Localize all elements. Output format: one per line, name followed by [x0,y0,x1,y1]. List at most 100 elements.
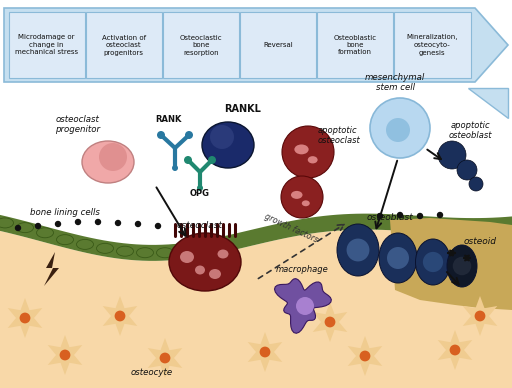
Polygon shape [438,330,473,370]
Circle shape [184,156,192,164]
Ellipse shape [202,122,254,168]
Circle shape [136,222,140,227]
Ellipse shape [209,269,221,279]
Text: Microdamage or
change in
mechanical stress: Microdamage or change in mechanical stre… [15,35,78,55]
Text: apoptotic
osteoclast: apoptotic osteoclast [318,126,361,145]
Circle shape [115,311,125,321]
Ellipse shape [379,233,417,283]
Circle shape [450,345,460,355]
Ellipse shape [218,249,228,258]
Ellipse shape [302,200,310,206]
Text: RANKL: RANKL [225,104,262,114]
FancyBboxPatch shape [9,12,84,78]
FancyBboxPatch shape [317,12,393,78]
Text: OPG: OPG [190,189,210,198]
Polygon shape [48,335,82,375]
Text: osteoid: osteoid [463,237,497,246]
Circle shape [185,131,193,139]
Text: osteocyte: osteocyte [131,368,173,377]
Ellipse shape [16,223,33,233]
FancyBboxPatch shape [240,12,316,78]
Text: osteoclast: osteoclast [177,221,223,230]
Ellipse shape [82,141,134,183]
Circle shape [325,317,335,327]
Circle shape [156,223,160,229]
Circle shape [59,350,71,360]
Polygon shape [147,338,182,378]
Circle shape [281,176,323,218]
Polygon shape [348,336,382,376]
Ellipse shape [177,246,194,256]
Polygon shape [463,296,497,336]
Ellipse shape [294,144,309,154]
Circle shape [260,346,270,357]
Ellipse shape [291,191,303,199]
Circle shape [172,165,178,171]
Circle shape [157,131,165,139]
Ellipse shape [447,245,477,287]
Circle shape [438,141,466,169]
Circle shape [397,213,402,218]
Text: macrophage: macrophage [275,265,328,274]
Circle shape [457,160,477,180]
Text: Osteoblastic
bone
formation: Osteoblastic bone formation [334,35,377,55]
Circle shape [453,257,471,275]
Polygon shape [274,279,331,333]
Circle shape [55,222,60,227]
Circle shape [197,185,203,191]
Ellipse shape [0,218,13,228]
Polygon shape [103,296,137,336]
Circle shape [19,313,30,324]
Text: Osteoclastic
bone
resorption: Osteoclastic bone resorption [180,35,222,55]
Polygon shape [8,298,42,338]
Ellipse shape [36,228,53,238]
Ellipse shape [76,239,94,249]
FancyBboxPatch shape [394,12,471,78]
Circle shape [116,220,120,225]
FancyBboxPatch shape [163,12,239,78]
Circle shape [35,223,40,229]
Text: osteoblast: osteoblast [367,213,413,222]
Text: Activation of
osteoclast
progenitors: Activation of osteoclast progenitors [102,35,146,55]
Polygon shape [390,218,512,310]
Circle shape [96,220,100,225]
Circle shape [475,311,485,321]
Ellipse shape [137,248,154,258]
Text: Mineralization,
osteocyto-
genesis: Mineralization, osteocyto- genesis [407,35,458,55]
Ellipse shape [56,235,74,245]
Ellipse shape [157,248,174,258]
Ellipse shape [169,233,241,291]
Text: mesenchymal
stem cell: mesenchymal stem cell [365,73,425,92]
Circle shape [417,213,422,218]
Ellipse shape [117,246,134,256]
Circle shape [423,252,443,272]
Circle shape [15,225,20,230]
Text: apoptotic
osteoblast: apoptotic osteoblast [448,121,492,140]
Text: Reversal: Reversal [263,42,293,48]
Ellipse shape [337,224,379,276]
Polygon shape [468,88,508,118]
Ellipse shape [416,239,451,285]
Polygon shape [0,230,512,388]
Circle shape [437,213,442,218]
Circle shape [377,213,382,218]
FancyBboxPatch shape [86,12,162,78]
Circle shape [208,156,216,164]
Text: bone lining cells: bone lining cells [30,208,100,217]
Text: growth factors: growth factors [263,212,319,245]
Circle shape [359,351,370,361]
Circle shape [370,98,430,158]
Polygon shape [248,332,282,372]
Ellipse shape [96,243,114,253]
Ellipse shape [180,251,194,263]
Circle shape [386,118,410,142]
Polygon shape [313,302,347,342]
Circle shape [160,353,170,364]
Ellipse shape [195,265,205,274]
Circle shape [282,126,334,178]
Circle shape [296,297,314,315]
Circle shape [469,177,483,191]
Circle shape [210,125,234,149]
Polygon shape [4,8,508,82]
Ellipse shape [308,156,317,163]
